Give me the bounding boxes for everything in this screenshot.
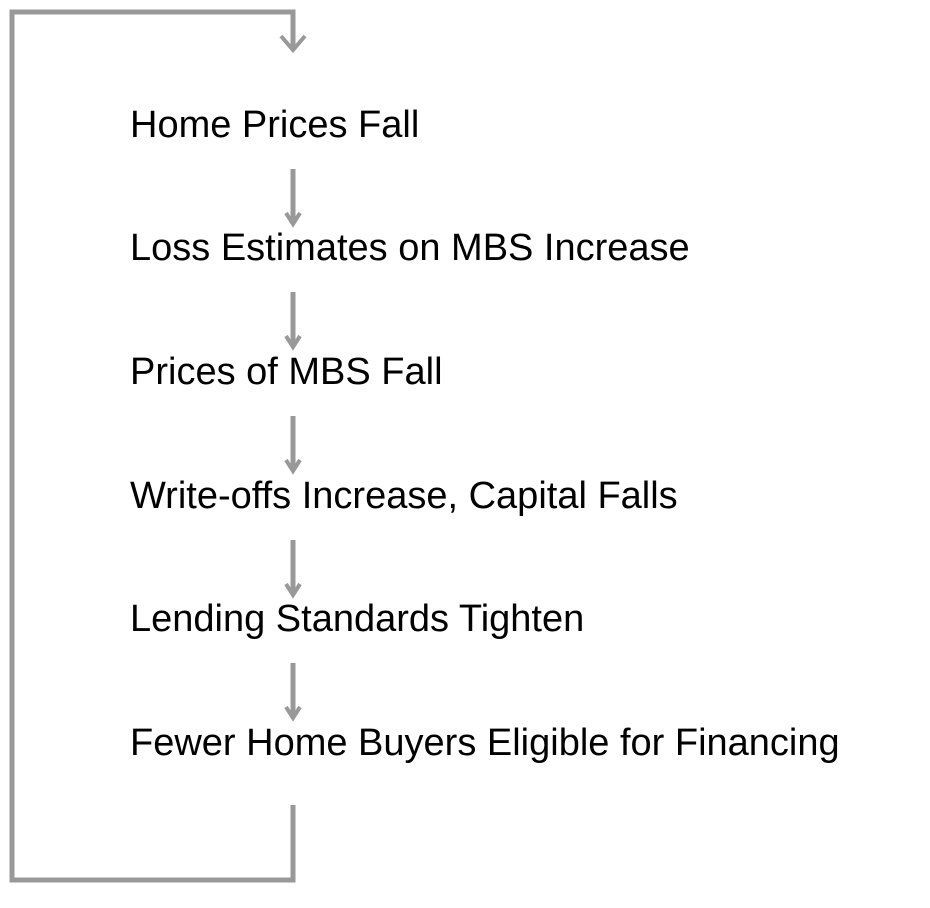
step-arrowhead	[284, 211, 302, 228]
step-label: Lending Standards Tighten	[130, 598, 584, 640]
loop-connector	[9, 9, 296, 883]
step-label: Write-offs Increase, Capital Falls	[130, 475, 678, 517]
step-label: Home Prices Fall	[130, 104, 419, 146]
step-label: Prices of MBS Fall	[130, 351, 443, 393]
step-label: Loss Estimates on MBS Increase	[130, 227, 690, 269]
step-label: Fewer Home Buyers Eligible for Financing	[130, 722, 840, 764]
steps: Home Prices Fall Loss Estimates on MBS In…	[130, 104, 840, 764]
step-arrowhead	[284, 705, 302, 722]
loop-arrowhead	[279, 34, 307, 54]
step-arrowhead	[284, 458, 302, 475]
step-arrowhead	[284, 334, 302, 351]
step-arrowhead	[284, 582, 302, 599]
